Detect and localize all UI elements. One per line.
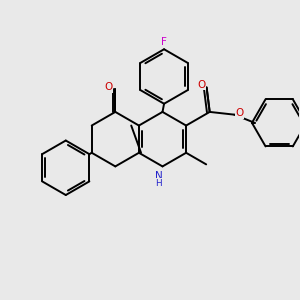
Text: O: O [235, 108, 243, 118]
Text: O: O [197, 80, 205, 90]
Text: O: O [104, 82, 112, 92]
Text: N: N [155, 171, 163, 181]
Text: H: H [155, 179, 162, 188]
Text: F: F [161, 38, 167, 47]
